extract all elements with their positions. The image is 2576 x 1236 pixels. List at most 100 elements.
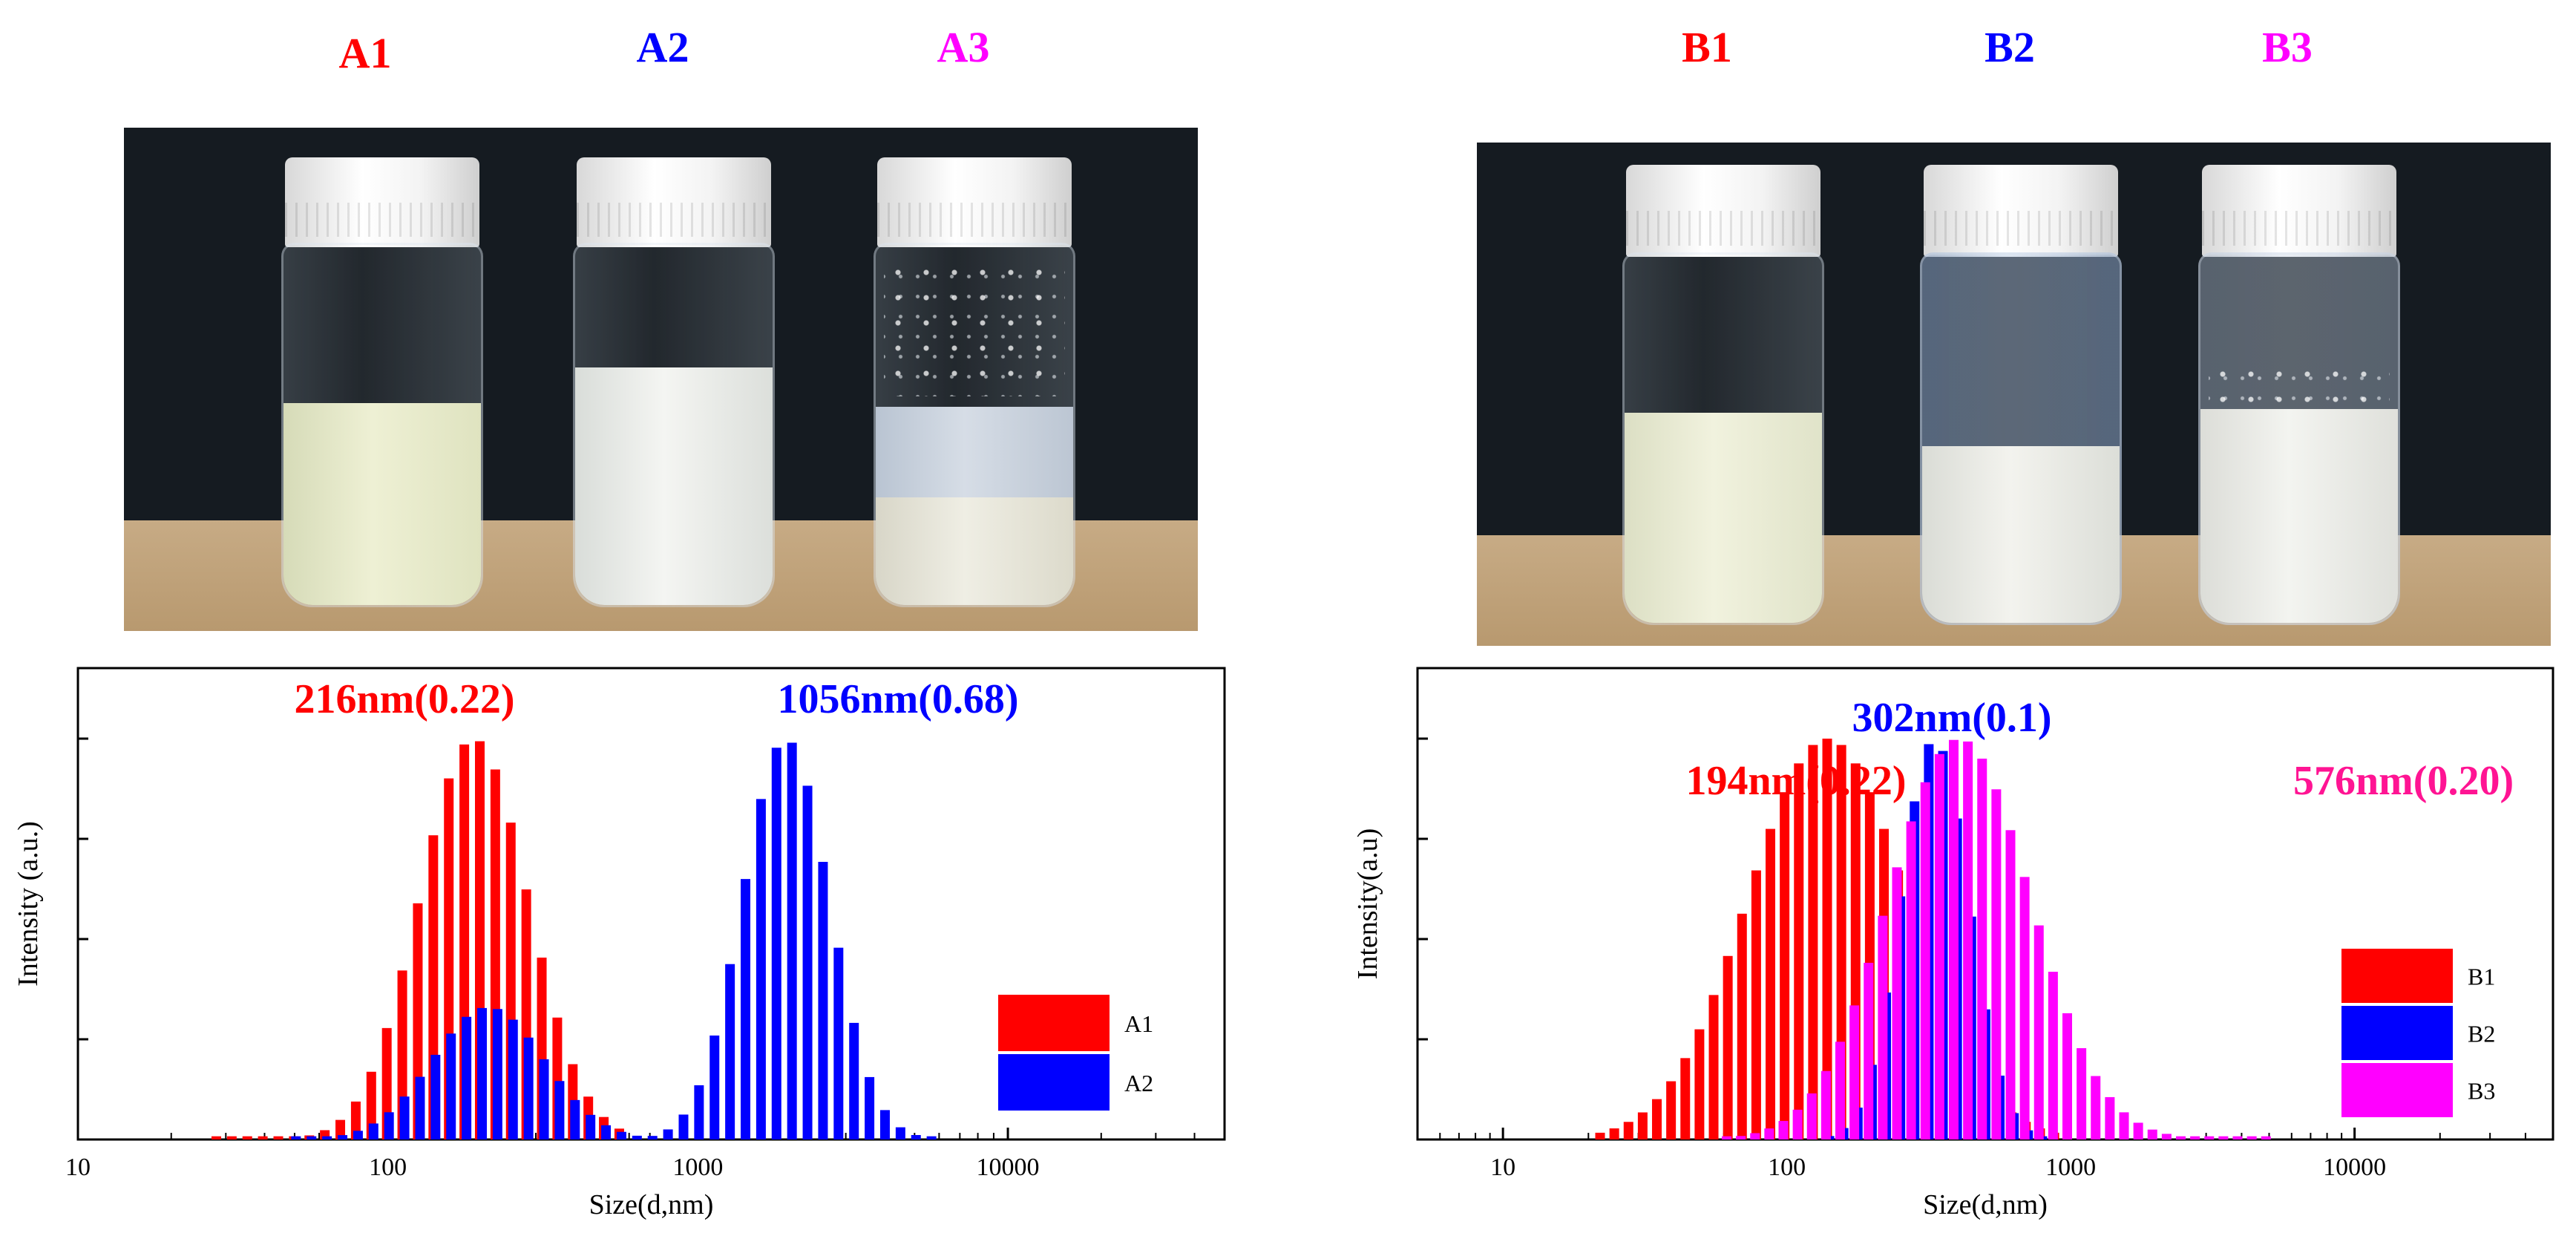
bar-A2 bbox=[492, 1009, 502, 1139]
vial-a2 bbox=[573, 157, 775, 607]
bar-A2 bbox=[399, 1096, 410, 1139]
bar-A2 bbox=[446, 1033, 456, 1139]
bar-A2 bbox=[368, 1123, 378, 1139]
vial-cap bbox=[877, 157, 1072, 248]
photo-vials-a bbox=[124, 128, 1198, 631]
bar-B3 bbox=[2105, 1096, 2115, 1139]
bar-B1 bbox=[1794, 763, 1804, 1139]
bar-A2 bbox=[678, 1114, 689, 1139]
bar-B1 bbox=[1766, 828, 1776, 1139]
bar-A1 bbox=[226, 1136, 237, 1139]
bar-B3 bbox=[2204, 1136, 2215, 1139]
bar-A2 bbox=[647, 1136, 658, 1139]
surface-bubbles bbox=[2208, 361, 2390, 410]
bar-A2 bbox=[570, 1099, 580, 1139]
bar-B3 bbox=[2261, 1136, 2271, 1139]
bar-A2 bbox=[554, 1081, 565, 1139]
bar-B3 bbox=[1991, 789, 2002, 1139]
bar-B3 bbox=[1864, 962, 1874, 1139]
bar-B3 bbox=[2246, 1136, 2257, 1139]
bar-A1 bbox=[273, 1136, 284, 1139]
bar-B1 bbox=[1694, 1029, 1705, 1139]
bar-B3 bbox=[2048, 972, 2058, 1139]
bar-B1 bbox=[1652, 1099, 1662, 1139]
bar-A1 bbox=[381, 1027, 392, 1139]
bar-B3 bbox=[1906, 821, 1916, 1139]
bar-A1 bbox=[335, 1119, 346, 1139]
bar-B3 bbox=[2091, 1076, 2101, 1139]
bar-B3 bbox=[2033, 925, 2044, 1139]
bar-A2 bbox=[802, 785, 813, 1139]
bar-B3 bbox=[1792, 1109, 1803, 1139]
bar-B3 bbox=[2232, 1136, 2243, 1139]
emulsion-layer bbox=[1625, 413, 1822, 623]
vial-glass bbox=[1920, 252, 2122, 625]
vial-cap bbox=[1924, 165, 2118, 257]
bar-B3 bbox=[1934, 753, 1944, 1139]
bar-A2 bbox=[833, 947, 844, 1139]
vial-glass bbox=[573, 243, 775, 607]
bar-A2 bbox=[787, 742, 797, 1139]
sediment-layer bbox=[876, 497, 1073, 605]
bar-A2 bbox=[818, 862, 828, 1139]
bar-A2 bbox=[415, 1076, 425, 1139]
vial-cap bbox=[577, 157, 771, 248]
bar-A2 bbox=[725, 964, 735, 1139]
bar-B3 bbox=[1878, 915, 1888, 1139]
bar-A2 bbox=[756, 799, 766, 1139]
bar-A1 bbox=[242, 1136, 252, 1139]
bar-A2 bbox=[291, 1136, 301, 1139]
bar-B3 bbox=[2161, 1134, 2172, 1139]
dls-chart-a: 10 100 1000 10000 Size(d,nm) Intensity (a.u.)… bbox=[13, 667, 1226, 1220]
bar-A2 bbox=[926, 1136, 937, 1139]
bar-A2 bbox=[709, 1035, 720, 1139]
bar-B3 bbox=[2218, 1136, 2229, 1139]
bar-B3 bbox=[2175, 1136, 2186, 1139]
bar-B3 bbox=[1778, 1121, 1789, 1139]
vial-glass bbox=[281, 243, 483, 607]
bar-A2 bbox=[895, 1127, 905, 1139]
dls-chart-b: 10 100 1000 10000 Size(d,nm) Intensity(a.u) 19… bbox=[1352, 667, 2554, 1220]
bar-B1 bbox=[1623, 1122, 1633, 1139]
legend-swatch-B2 bbox=[2341, 1006, 2453, 1060]
y-axis-label: Intensity(a.u) bbox=[1352, 828, 1383, 980]
bar-A2 bbox=[430, 1054, 441, 1139]
bar-B1 bbox=[1595, 1132, 1605, 1139]
bar-A1 bbox=[258, 1136, 268, 1139]
bar-A2 bbox=[601, 1125, 612, 1139]
x-axis-label: Size(d,nm) bbox=[589, 1189, 714, 1220]
bar-B1 bbox=[1737, 913, 1747, 1139]
bar-B3 bbox=[2190, 1136, 2200, 1139]
sample-label-b1: B1 bbox=[1682, 23, 1732, 71]
emulsion-layer bbox=[284, 403, 481, 605]
bar-A2 bbox=[663, 1129, 673, 1139]
foam-residue bbox=[883, 259, 1066, 396]
peak-annotation: 302nm(0.1) bbox=[1852, 695, 2051, 741]
bar-B3 bbox=[2062, 1013, 2072, 1139]
bar-B3 bbox=[2147, 1129, 2157, 1139]
sample-label-b2: B2 bbox=[1985, 23, 2035, 71]
bar-A2 bbox=[694, 1085, 704, 1139]
vial-glass bbox=[1622, 252, 1824, 625]
vial-glass bbox=[2198, 252, 2400, 625]
bar-A2 bbox=[632, 1135, 642, 1139]
bar-B3 bbox=[2005, 830, 2016, 1139]
vial-a1 bbox=[281, 157, 483, 607]
peak-annotation: 576nm(0.20) bbox=[2293, 758, 2514, 804]
vial-cap bbox=[2202, 165, 2396, 257]
bar-B3 bbox=[1892, 867, 1902, 1139]
bar-A2 bbox=[508, 1019, 518, 1139]
x-tick-label: 100 bbox=[1768, 1154, 1806, 1181]
sample-label-a1: A1 bbox=[338, 29, 392, 77]
bar-B3 bbox=[1764, 1128, 1774, 1139]
emulsion-layer bbox=[575, 367, 773, 605]
legend-label-A1: A1 bbox=[1124, 1010, 1153, 1037]
bar-A2 bbox=[911, 1135, 921, 1139]
legend-swatch-B3 bbox=[2341, 1063, 2453, 1117]
bar-B1 bbox=[1751, 870, 1761, 1139]
bar-B1 bbox=[1836, 745, 1846, 1139]
legend-swatch-A1 bbox=[998, 995, 1110, 1051]
bar-A2 bbox=[353, 1131, 363, 1139]
bar-B3 bbox=[2019, 877, 2030, 1139]
bar-A2 bbox=[322, 1136, 332, 1139]
